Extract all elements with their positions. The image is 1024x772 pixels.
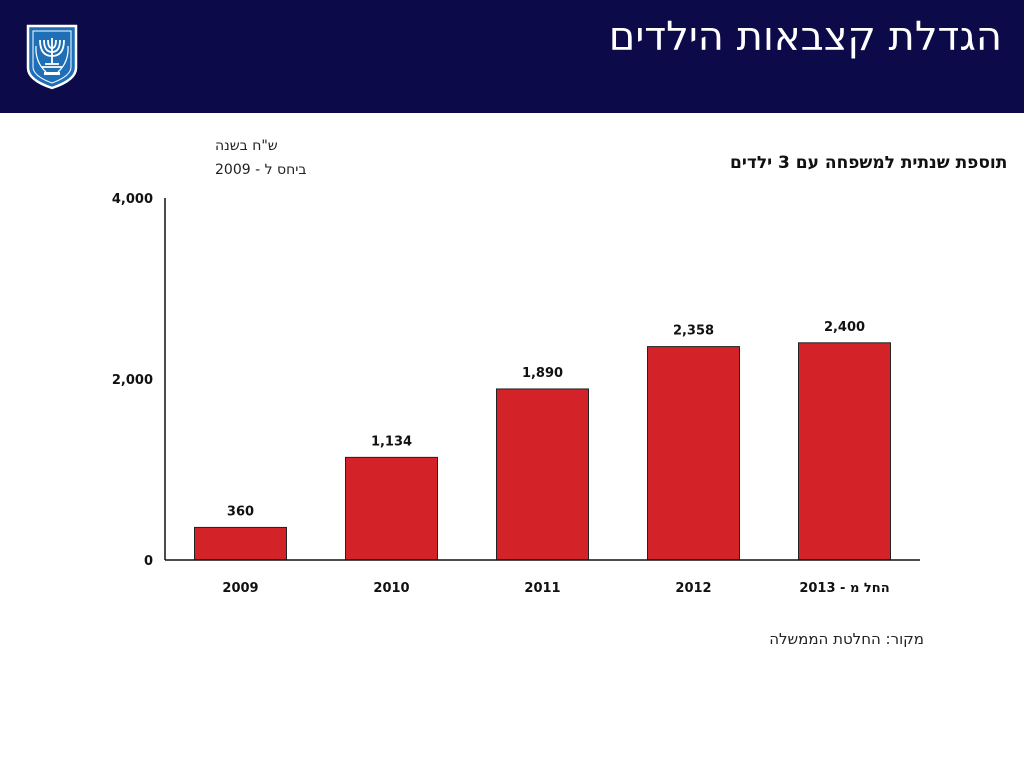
y-tick-label: 0 bbox=[144, 554, 153, 569]
bar bbox=[647, 346, 740, 561]
bar-value-label: 2,358 bbox=[673, 324, 714, 339]
bar-value-label: 1,134 bbox=[371, 434, 412, 449]
chart-area: תוספת שנתית למשפחה עם 3 ילדים ש"ח בשנה ב… bbox=[0, 113, 1024, 768]
x-tick-label: 2009 bbox=[222, 581, 258, 596]
y-axis-label-line2: ביחס ל - 2009 bbox=[215, 162, 306, 178]
bar bbox=[798, 342, 891, 561]
source-note: מקור: החלטת הממשלה bbox=[769, 630, 924, 648]
y-tick-label: 2,000 bbox=[112, 373, 153, 388]
bar-chart: תוספת שנתית למשפחה עם 3 ילדים ש"ח בשנה ב… bbox=[112, 138, 1008, 596]
y-axis-label-line1: ש"ח בשנה bbox=[215, 138, 278, 154]
menorah-emblem-icon bbox=[26, 24, 78, 90]
x-tick-label: 2010 bbox=[373, 581, 409, 596]
bar-value-label: 360 bbox=[227, 504, 254, 519]
chart-title: תוספת שנתית למשפחה עם 3 ילדים bbox=[730, 153, 1007, 173]
x-tick-label: החל מ - 2013 bbox=[799, 581, 889, 596]
y-tick-label: 4,000 bbox=[112, 192, 153, 207]
page-title: הגדלת קצבאות הילדים bbox=[608, 14, 1002, 60]
header-bar: הגדלת קצבאות הילדים bbox=[0, 0, 1024, 113]
bar bbox=[194, 526, 287, 561]
bar-value-label: 1,890 bbox=[522, 366, 563, 381]
bar-value-label: 2,400 bbox=[824, 320, 865, 335]
x-tick-label: 2012 bbox=[675, 581, 711, 596]
bar bbox=[345, 456, 438, 561]
bar bbox=[496, 388, 589, 561]
x-tick-label: 2011 bbox=[524, 581, 560, 596]
